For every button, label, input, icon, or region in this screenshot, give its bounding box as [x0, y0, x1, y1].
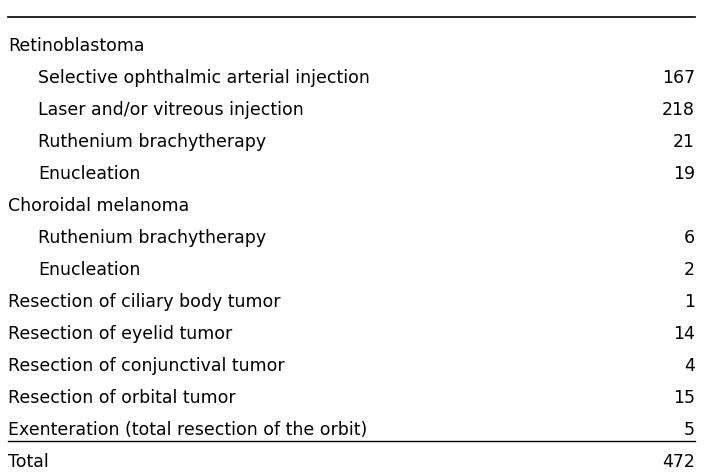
Text: Enucleation: Enucleation [38, 165, 141, 183]
Text: 4: 4 [684, 356, 695, 374]
Text: Resection of conjunctival tumor: Resection of conjunctival tumor [8, 356, 285, 374]
Text: 6: 6 [684, 228, 695, 247]
Text: Enucleation: Enucleation [38, 260, 141, 278]
Text: Retinoblastoma: Retinoblastoma [8, 37, 144, 55]
Text: Total: Total [8, 452, 49, 470]
Text: 21: 21 [673, 133, 695, 151]
Text: Resection of eyelid tumor: Resection of eyelid tumor [8, 324, 233, 342]
Text: Exenteration (total resection of the orbit): Exenteration (total resection of the orb… [8, 420, 367, 438]
Text: Ruthenium brachytherapy: Ruthenium brachytherapy [38, 133, 266, 151]
Text: 218: 218 [662, 101, 695, 119]
Text: 5: 5 [684, 420, 695, 438]
Text: 15: 15 [673, 388, 695, 406]
Text: 14: 14 [673, 324, 695, 342]
Text: 2: 2 [684, 260, 695, 278]
Text: Selective ophthalmic arterial injection: Selective ophthalmic arterial injection [38, 69, 370, 87]
Text: Resection of orbital tumor: Resection of orbital tumor [8, 388, 235, 406]
Text: 1: 1 [684, 292, 695, 310]
Text: Choroidal melanoma: Choroidal melanoma [8, 197, 189, 215]
Text: 472: 472 [662, 452, 695, 470]
Text: 19: 19 [673, 165, 695, 183]
Text: Laser and/or vitreous injection: Laser and/or vitreous injection [38, 101, 304, 119]
Text: Resection of ciliary body tumor: Resection of ciliary body tumor [8, 292, 281, 310]
Text: Ruthenium brachytherapy: Ruthenium brachytherapy [38, 228, 266, 247]
Text: 167: 167 [662, 69, 695, 87]
